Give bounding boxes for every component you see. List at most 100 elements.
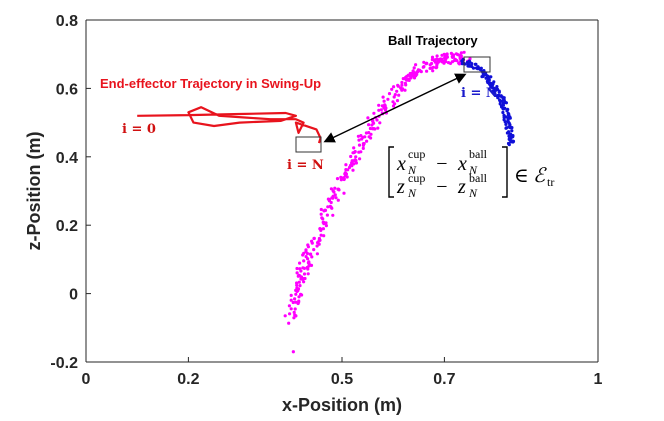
x-tick-label: 0.7 — [433, 371, 455, 388]
ball-point-pre — [315, 252, 319, 256]
ball-point-pre — [312, 248, 316, 252]
ball-point-pre — [430, 55, 435, 59]
ball-point-near — [489, 75, 493, 79]
ball-point-pre — [361, 146, 365, 150]
ball-point-pre — [371, 119, 375, 123]
ball-point-pre — [401, 77, 405, 81]
ball-point-pre — [412, 74, 416, 78]
ball-point-pre — [339, 175, 343, 179]
ball-point-pre — [307, 262, 311, 266]
ball-point-pre — [414, 63, 418, 67]
ball-point-pre — [304, 248, 308, 252]
ball-point-pre — [369, 132, 373, 136]
set-symbol: ℰ — [533, 165, 547, 187]
element-of-symbol: ∈ — [514, 165, 529, 187]
ball-point-pre — [468, 57, 472, 61]
ball-point-pre — [455, 59, 459, 63]
ball-point-pre — [300, 293, 304, 297]
ball-point-pre — [297, 295, 301, 299]
ball-point-pre — [382, 99, 386, 103]
ball-point-pre — [372, 127, 376, 131]
ball-point-pre — [431, 65, 435, 69]
catch-constraint-formula: x cup N − x ball N z cup N − z ball N ∈ … — [388, 146, 554, 200]
ee-title-annotation: End-effector Trajectory in Swing-Up — [100, 76, 321, 91]
ball-point-pre — [306, 272, 310, 276]
ball-point-pre — [302, 272, 307, 276]
ball-point-pre — [294, 292, 298, 296]
ball-point-pre — [445, 52, 449, 56]
z-cup-symbol: z — [396, 176, 405, 198]
ball-point-pre — [298, 284, 302, 288]
ball-point-pre — [305, 251, 309, 256]
ball-point-pre — [333, 186, 337, 190]
ball-point-pre — [462, 50, 466, 54]
ball-point-pre — [289, 298, 293, 302]
ball-point-pre — [301, 266, 305, 270]
ball-point-pre — [287, 304, 291, 308]
ball-point-pre — [343, 174, 348, 178]
ball-point-pre — [321, 217, 325, 221]
minus-bottom: − — [435, 176, 449, 198]
ball-point-pre — [321, 227, 325, 231]
ball-point-pre — [323, 208, 328, 212]
ball-point-pre — [386, 97, 390, 101]
x-ball-sub: N — [468, 163, 478, 177]
ball-point-pre — [317, 242, 321, 246]
axes-box — [85, 19, 599, 363]
ball-point-near — [492, 86, 496, 90]
x-ticks: 0 0.2 0.5 0.7 1 — [82, 357, 603, 388]
ball-point-pre — [342, 191, 346, 195]
ball-point-pre — [312, 236, 316, 241]
ball-point-pre — [393, 93, 397, 97]
ball-point-pre — [359, 150, 363, 154]
ball-point-pre — [372, 111, 376, 115]
ball-point-near — [488, 82, 492, 86]
ball-point-pre — [287, 321, 291, 325]
ball-point-pre — [283, 314, 287, 318]
ball-point-pre — [421, 65, 425, 69]
ball-point-pre — [324, 224, 328, 228]
ball-point-pre — [354, 155, 358, 159]
ball-point-pre — [331, 194, 335, 198]
ball-point-near — [502, 113, 506, 117]
ball-point-near — [477, 67, 481, 71]
ball-point-pre — [362, 142, 366, 146]
ball-point-pre — [393, 102, 397, 106]
ball-point-pre — [404, 83, 408, 87]
ball-point-pre — [360, 137, 364, 141]
ball-point-pre — [415, 70, 419, 74]
ball-point-pre — [288, 312, 292, 316]
ball-point-pre — [395, 89, 399, 93]
y-tick-label: 0.2 — [56, 218, 78, 235]
ball-point-pre — [442, 52, 446, 56]
set-subscript: tr — [547, 175, 554, 189]
ball-point-pre — [331, 213, 335, 217]
x-cup-symbol: x — [396, 153, 406, 175]
plot-background — [86, 20, 598, 362]
ball-point-pre — [293, 307, 297, 311]
ball-end-marker-box — [463, 56, 491, 73]
ball-end-label: i = N — [461, 86, 498, 101]
ball-point-pre — [406, 77, 410, 81]
ball-point-pre — [319, 207, 323, 212]
ball-point-near — [481, 72, 485, 76]
ball-point-pre — [297, 280, 301, 284]
ball-point-pre — [339, 178, 343, 182]
ball-point-near — [507, 143, 511, 147]
ball-point-near — [510, 129, 514, 133]
ball-point-pre — [459, 54, 463, 58]
ball-point-pre — [448, 61, 453, 65]
y-tick-label: 0.8 — [56, 13, 78, 30]
ball-point-pre — [430, 61, 434, 66]
ball-point-pre — [310, 241, 314, 245]
ball-point-pre — [289, 293, 293, 297]
ball-point-pre — [365, 139, 369, 143]
z-cup-sub: N — [407, 186, 417, 200]
ball-point-pre — [302, 259, 306, 263]
ee-trajectory-line — [137, 106, 322, 144]
ball-point-near — [497, 90, 501, 94]
x-ball-sup: ball — [469, 147, 488, 161]
ball-point-pre — [412, 66, 416, 70]
ball-point-near — [504, 122, 508, 126]
ball-point-pre — [302, 280, 306, 284]
